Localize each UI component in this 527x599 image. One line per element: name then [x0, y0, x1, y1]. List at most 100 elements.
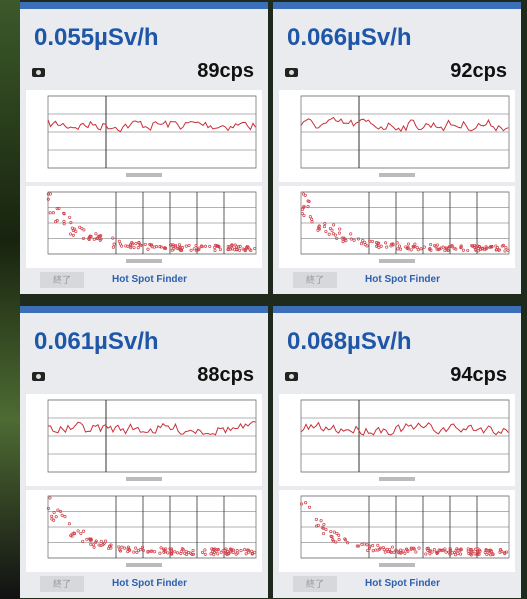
sample-dot [352, 238, 356, 242]
chart-graphic [300, 399, 510, 481]
trend-line [48, 420, 256, 436]
sample-dot [126, 244, 130, 248]
sample-dot [432, 548, 436, 552]
sample-dot [179, 549, 183, 554]
sample-dot [166, 551, 170, 555]
trend-chart [26, 90, 262, 182]
sample-dot [218, 247, 222, 252]
sample-dot [143, 242, 147, 246]
sample-dot [488, 548, 492, 552]
app-name: Hot Spot Finder [112, 578, 187, 589]
decay-chart [279, 490, 515, 572]
sample-dot [459, 244, 463, 248]
sample-dot [99, 539, 103, 543]
sample-dot [417, 546, 421, 550]
sample-dot [120, 545, 124, 549]
end-button[interactable]: 終了 [40, 576, 84, 592]
sample-dot [390, 242, 394, 246]
sample-dot [134, 546, 138, 550]
sample-dot [439, 246, 443, 250]
plot-frame [300, 399, 510, 473]
title-bar [273, 306, 521, 313]
sample-dot [94, 232, 98, 236]
sample-dot [454, 553, 458, 557]
sample-dot [226, 248, 230, 252]
sample-dot [233, 248, 237, 252]
sample-dot [437, 548, 441, 552]
sample-dot [213, 248, 217, 253]
decay-chart [26, 186, 262, 268]
sample-dot [474, 547, 478, 551]
sample-dot [175, 551, 180, 555]
count-rate: 88cps [197, 364, 254, 386]
sample-dot [141, 548, 145, 552]
sample-dot [306, 199, 310, 203]
sample-dot [469, 553, 473, 557]
sample-dot [426, 546, 430, 550]
sample-dot [203, 552, 207, 556]
sample-dot [300, 207, 305, 211]
sample-dot [159, 546, 163, 550]
sample-dot [458, 552, 463, 556]
sample-dot [68, 232, 73, 236]
sample-dot [239, 549, 243, 553]
sample-dot [391, 243, 395, 247]
sample-dot [355, 544, 359, 548]
sample-dot [136, 246, 140, 250]
sample-dot [162, 246, 166, 250]
sample-dot [337, 538, 341, 542]
sample-dot [435, 243, 439, 247]
sample-dot [59, 509, 63, 513]
sample-dot [474, 248, 478, 252]
sample-dot [484, 548, 488, 552]
sample-dot [406, 247, 410, 251]
sample-dot [497, 248, 501, 252]
sample-dot [322, 523, 326, 527]
sample-dot [169, 549, 174, 553]
sample-dot [327, 232, 331, 236]
sample-dot [191, 552, 196, 556]
sample-dot [319, 519, 323, 523]
sample-dot [335, 236, 339, 240]
app-name: Hot Spot Finder [365, 578, 440, 589]
sample-dot [177, 247, 181, 251]
sample-dot [308, 215, 312, 219]
sample-dot [316, 226, 321, 230]
device-screen: 0.055µSv/h 89cps 終了 Hot Spot Finder [20, 2, 268, 294]
sample-dot [243, 249, 247, 253]
sample-dot [471, 550, 475, 554]
sample-dot [396, 247, 400, 251]
sample-dot [135, 550, 139, 554]
sample-dot [136, 549, 141, 553]
sample-dot [362, 542, 366, 546]
sample-dot [388, 547, 392, 552]
sample-dot [409, 546, 413, 550]
sample-dot [92, 545, 96, 549]
sample-dot [448, 552, 452, 556]
sample-dot [60, 513, 64, 517]
sample-dot [361, 239, 365, 243]
sample-dot [330, 535, 334, 539]
sample-dot [340, 236, 344, 240]
sample-dot [506, 248, 510, 252]
plot-frame [300, 95, 510, 169]
end-button[interactable]: 終了 [293, 576, 337, 592]
sample-dot [162, 547, 166, 551]
sample-dot [231, 550, 235, 554]
sample-dot [150, 549, 154, 553]
end-button[interactable]: 終了 [40, 272, 84, 288]
sample-dot [397, 550, 401, 554]
end-button[interactable]: 終了 [293, 272, 337, 288]
sample-dot [450, 245, 454, 249]
sample-dot [429, 242, 433, 247]
sample-dot [389, 550, 393, 554]
sample-dot [243, 548, 247, 552]
sample-dot [409, 248, 413, 252]
device-screen: 0.068µSv/h 94cps 終了 Hot Spot Finder [273, 306, 521, 598]
sample-dot [146, 247, 150, 251]
sample-dot [445, 246, 449, 250]
trend-line [300, 116, 509, 133]
trend-chart [279, 90, 515, 182]
sample-dot [174, 243, 178, 248]
sample-dot [435, 551, 439, 555]
